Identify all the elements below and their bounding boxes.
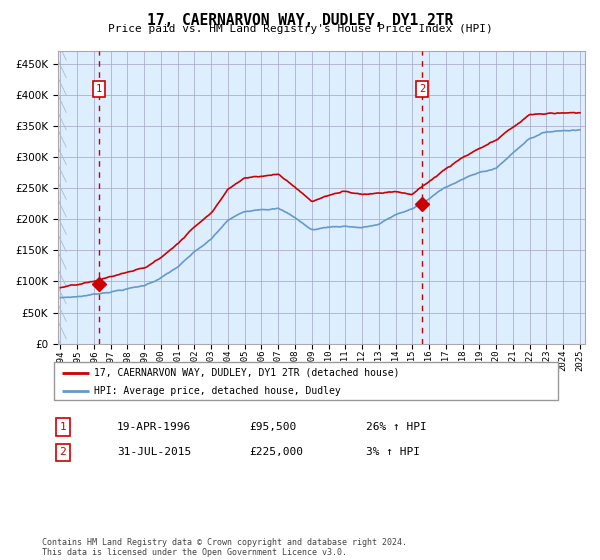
Text: 1: 1: [96, 83, 102, 94]
Text: 31-JUL-2015: 31-JUL-2015: [117, 447, 191, 458]
Text: 2: 2: [59, 447, 67, 458]
Text: HPI: Average price, detached house, Dudley: HPI: Average price, detached house, Dudl…: [94, 386, 341, 396]
Text: £95,500: £95,500: [249, 422, 296, 432]
Text: £225,000: £225,000: [249, 447, 303, 458]
Text: Contains HM Land Registry data © Crown copyright and database right 2024.
This d: Contains HM Land Registry data © Crown c…: [42, 538, 407, 557]
Text: 17, CAERNARVON WAY, DUDLEY, DY1 2TR: 17, CAERNARVON WAY, DUDLEY, DY1 2TR: [147, 13, 453, 28]
Text: 1: 1: [59, 422, 67, 432]
Text: 26% ↑ HPI: 26% ↑ HPI: [366, 422, 427, 432]
Text: 19-APR-1996: 19-APR-1996: [117, 422, 191, 432]
FancyBboxPatch shape: [54, 362, 558, 400]
Text: Price paid vs. HM Land Registry's House Price Index (HPI): Price paid vs. HM Land Registry's House …: [107, 24, 493, 34]
Text: 2: 2: [419, 83, 425, 94]
Text: 17, CAERNARVON WAY, DUDLEY, DY1 2TR (detached house): 17, CAERNARVON WAY, DUDLEY, DY1 2TR (det…: [94, 368, 400, 378]
Text: 3% ↑ HPI: 3% ↑ HPI: [366, 447, 420, 458]
